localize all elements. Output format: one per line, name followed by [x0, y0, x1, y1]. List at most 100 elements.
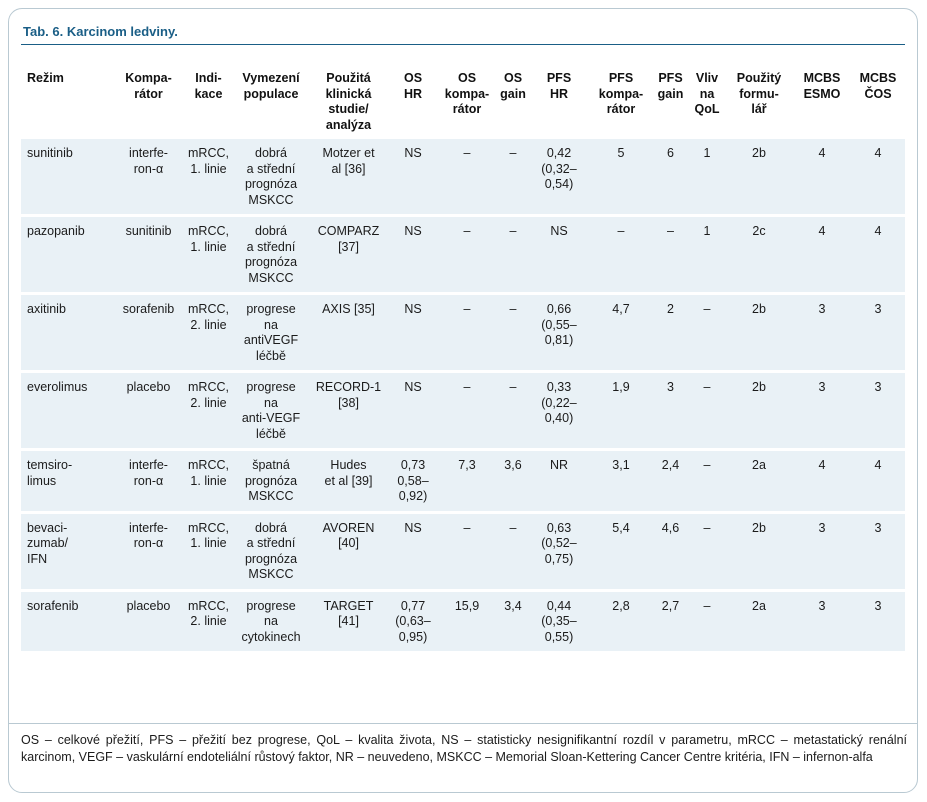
- table-cell: temsiro-limus: [21, 451, 115, 514]
- table-cell: mRCC, 2. linie: [182, 295, 235, 373]
- table-cell: AXIS [35]: [307, 295, 390, 373]
- table-cell: 2b: [725, 295, 793, 373]
- table-cell: 6: [652, 139, 689, 217]
- table-cell: –: [436, 217, 498, 295]
- column-header: MCBS ČOS: [859, 71, 897, 101]
- table-cell: mRCC, 1. linie: [182, 217, 235, 295]
- table-cell: 4: [851, 217, 905, 295]
- table-cell: interfe-ron-α: [115, 139, 182, 217]
- table-cell: axitinib: [21, 295, 115, 373]
- table-cell: 3: [793, 373, 851, 451]
- table-cell: 2c: [725, 217, 793, 295]
- table-cell: 4,7: [590, 295, 652, 373]
- column-header: PFS gain: [657, 71, 684, 101]
- table-cell: bevaci-zumab/IFN: [21, 513, 115, 592]
- table-cell: sunitinib: [115, 217, 182, 295]
- table-cell: 3: [851, 295, 905, 373]
- table-cell: 2,7: [652, 591, 689, 654]
- table-cell: dobrá a střední prognóza MSKCC: [235, 217, 307, 295]
- column-header: PFS kompa-rátor: [598, 71, 644, 116]
- table-cell: 4: [793, 451, 851, 514]
- table-cell: 0,73 0,58– 0,92): [390, 451, 436, 514]
- table-notes: OS – celkové přežití, PFS – přežití bez …: [21, 733, 907, 764]
- column-header: Použitá klinická studie/analýza: [325, 71, 372, 132]
- table-cell: –: [498, 373, 528, 451]
- table-cell: NS: [390, 513, 436, 592]
- table-row: sunitinib interfe-ron-α mRCC, 1. linie dobrá…: [21, 139, 905, 217]
- table-cell: –: [689, 295, 725, 373]
- column-header: Použitý formu-lář: [736, 71, 782, 116]
- column-header: OS HR: [403, 71, 423, 101]
- table-cell: 3: [793, 513, 851, 592]
- table-cell: 5: [590, 139, 652, 217]
- column-header: Indi-kace: [194, 71, 223, 101]
- header-row: Režim Kompa-rátor Indi-kace Vymezení populac…: [21, 51, 905, 139]
- table-cell: TARGET [41]: [307, 591, 390, 654]
- table-cell: NS: [390, 295, 436, 373]
- table-cell: 7,3: [436, 451, 498, 514]
- table-cell: –: [498, 217, 528, 295]
- table-cell: interfe-ron-α: [115, 451, 182, 514]
- table-cell: –: [652, 217, 689, 295]
- table-cell: sorafenib: [21, 591, 115, 654]
- table-cell: placebo: [115, 373, 182, 451]
- table-cell: 3: [851, 373, 905, 451]
- table-cell: 2b: [725, 373, 793, 451]
- table-cell: 0,44 (0,35– 0,55): [528, 591, 590, 654]
- table-cell: 1,9: [590, 373, 652, 451]
- table-cell: 2: [652, 295, 689, 373]
- table-cell: 0,33 (0,22– 0,40): [528, 373, 590, 451]
- table-cell: 3: [851, 591, 905, 654]
- table-cell: 5,4: [590, 513, 652, 592]
- table-row: pazopanib sunitinib mRCC, 1. linie dobrá a st…: [21, 217, 905, 295]
- table-cell: –: [436, 139, 498, 217]
- table-cell: dobrá a střední prognóza MSKCC: [235, 139, 307, 217]
- table-title: Tab. 6. Karcinom ledviny.: [23, 24, 178, 39]
- table-cell: mRCC, 1. linie: [182, 139, 235, 217]
- table-cell: –: [689, 373, 725, 451]
- table-row: everolimus placebo mRCC, 2. linie progrese na…: [21, 373, 905, 451]
- table-cell: –: [436, 373, 498, 451]
- column-header: PFS HR: [546, 71, 572, 101]
- table-cell: 0,63 (0,52– 0,75): [528, 513, 590, 592]
- table-cell: everolimus: [21, 373, 115, 451]
- table-cell: placebo: [115, 591, 182, 654]
- table-cell: 4: [793, 217, 851, 295]
- table-cell: špatná prognóza MSKCC: [235, 451, 307, 514]
- table-cell: 3,4: [498, 591, 528, 654]
- table-cell: –: [436, 513, 498, 592]
- table-cell: 15,9: [436, 591, 498, 654]
- table-cell: 0,77 (0,63– 0,95): [390, 591, 436, 654]
- table-cell: 2a: [725, 451, 793, 514]
- table-cell: dobrá a střední prognóza MSKCC: [235, 513, 307, 592]
- column-header: Vymezení populace: [242, 71, 300, 101]
- column-header: OS kompa-rátor: [444, 71, 490, 116]
- table-cell: 4: [851, 139, 905, 217]
- table-cell: –: [590, 217, 652, 295]
- table-row: sorafenib placebo mRCC, 2. linie progrese na c…: [21, 591, 905, 654]
- table-cell: –: [689, 451, 725, 514]
- table-cell: 2b: [725, 139, 793, 217]
- table-cell: progrese na anti-VEGF léčbě: [235, 373, 307, 451]
- table-cell: 3,6: [498, 451, 528, 514]
- notes-divider: [9, 723, 917, 724]
- table-cell: interfe-ron-α: [115, 513, 182, 592]
- table-cell: –: [498, 295, 528, 373]
- table-cell: RECORD-1 [38]: [307, 373, 390, 451]
- table-cell: –: [689, 591, 725, 654]
- table-cell: 2b: [725, 513, 793, 592]
- table-cell: 2,8: [590, 591, 652, 654]
- data-table: Režim Kompa-rátor Indi-kace Vymezení populac…: [21, 51, 905, 654]
- table-cell: progrese na cytokinech: [235, 591, 307, 654]
- table-cell: 4: [851, 451, 905, 514]
- table-cell: pazopanib: [21, 217, 115, 295]
- title-divider: [21, 44, 905, 45]
- table-cell: 3: [652, 373, 689, 451]
- table-cell: progrese na antiVEGF léčbě: [235, 295, 307, 373]
- table-frame: Tab. 6. Karcinom ledviny. Režim Kompa-rát…: [8, 8, 918, 793]
- table-cell: 0,66 (0,55– 0,81): [528, 295, 590, 373]
- table-cell: NS: [390, 217, 436, 295]
- table-cell: mRCC, 2. linie: [182, 591, 235, 654]
- column-header: MCBS ESMO: [803, 71, 841, 101]
- table-cell: mRCC, 1. linie: [182, 451, 235, 514]
